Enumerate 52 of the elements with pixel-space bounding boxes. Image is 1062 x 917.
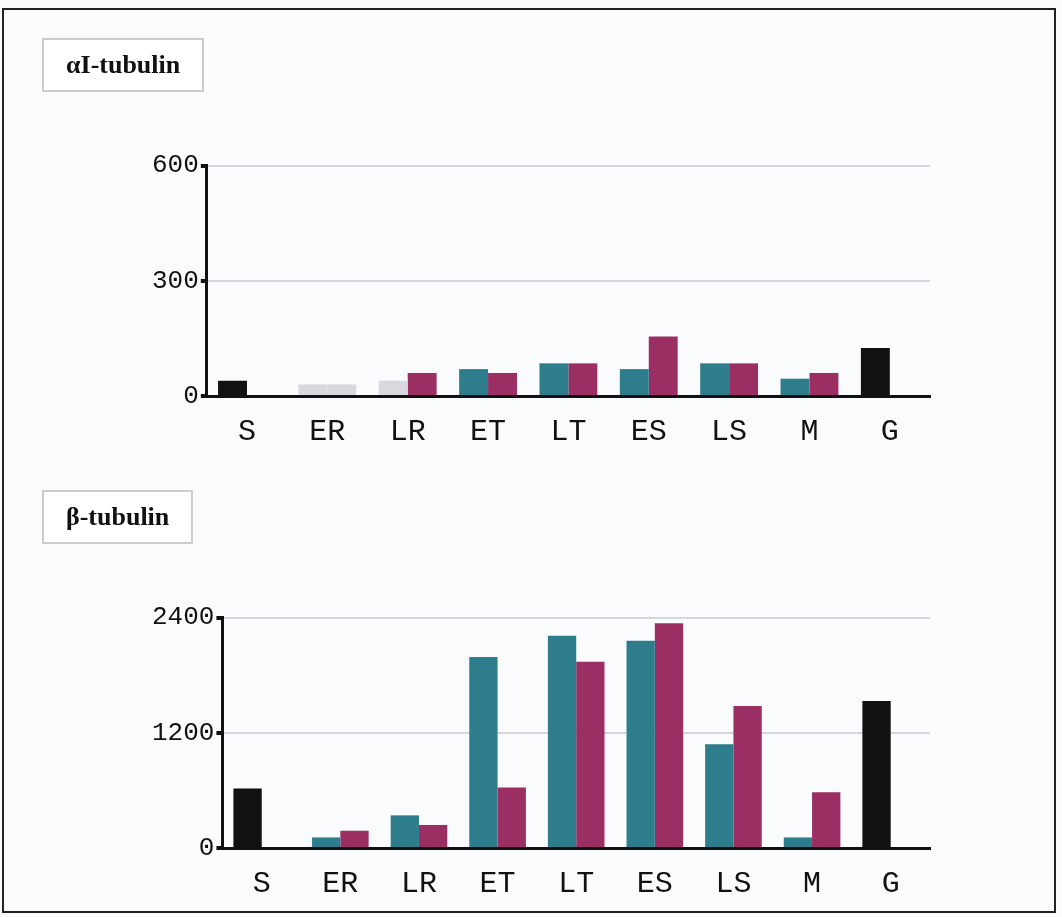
bar bbox=[780, 378, 810, 395]
bar bbox=[497, 787, 526, 847]
bar bbox=[700, 363, 730, 395]
bar bbox=[733, 705, 762, 847]
x-tick-label: LR bbox=[389, 414, 426, 449]
y-tick-label: 600 bbox=[152, 150, 199, 181]
x-tick-label: LS bbox=[715, 866, 752, 901]
bar bbox=[809, 372, 839, 395]
x-tick-label: ER bbox=[322, 866, 359, 901]
x-tick-label: LS bbox=[711, 414, 748, 449]
bar bbox=[626, 640, 655, 847]
bar bbox=[407, 372, 437, 395]
x-tick-label: S bbox=[237, 414, 256, 449]
bar bbox=[619, 369, 649, 395]
bar bbox=[469, 656, 498, 847]
y-tick-label: 300 bbox=[152, 265, 199, 296]
y-tick-label: 1200 bbox=[151, 717, 215, 748]
bar bbox=[418, 824, 448, 847]
bar bbox=[378, 380, 408, 395]
bar bbox=[547, 635, 577, 847]
bar bbox=[812, 792, 841, 847]
bar bbox=[340, 830, 369, 847]
bar bbox=[576, 661, 605, 847]
x-tick-label: LT bbox=[550, 414, 587, 449]
x-tick-label: M bbox=[803, 866, 822, 901]
x-tick-label: ET bbox=[470, 414, 507, 449]
bar bbox=[648, 336, 678, 395]
y-tick-label: 0 bbox=[198, 832, 215, 863]
bar bbox=[729, 363, 759, 395]
x-tick-label: ET bbox=[479, 866, 516, 901]
chart-title: αI-tubulin bbox=[42, 38, 205, 92]
chart-title: β-tubulin bbox=[42, 490, 194, 544]
bar bbox=[390, 815, 419, 847]
bar bbox=[568, 363, 598, 395]
x-tick-label: LR bbox=[400, 866, 437, 901]
bar bbox=[459, 369, 489, 395]
x-tick-label: G bbox=[881, 866, 900, 901]
bar bbox=[705, 744, 734, 847]
x-tick-label: G bbox=[880, 414, 899, 449]
x-tick-label: ER bbox=[309, 414, 346, 449]
bar bbox=[783, 837, 813, 847]
x-tick-label: M bbox=[800, 414, 819, 449]
x-tick-label: LT bbox=[558, 866, 595, 901]
x-tick-label: S bbox=[252, 866, 271, 901]
bar bbox=[312, 837, 341, 847]
bar bbox=[539, 363, 569, 395]
bar bbox=[488, 372, 517, 395]
y-tick-label: 0 bbox=[183, 380, 199, 411]
y-tick-label: 2400 bbox=[151, 602, 215, 633]
bar bbox=[654, 623, 684, 847]
x-tick-label: ES bbox=[636, 866, 673, 901]
x-tick-label: ES bbox=[630, 414, 667, 449]
